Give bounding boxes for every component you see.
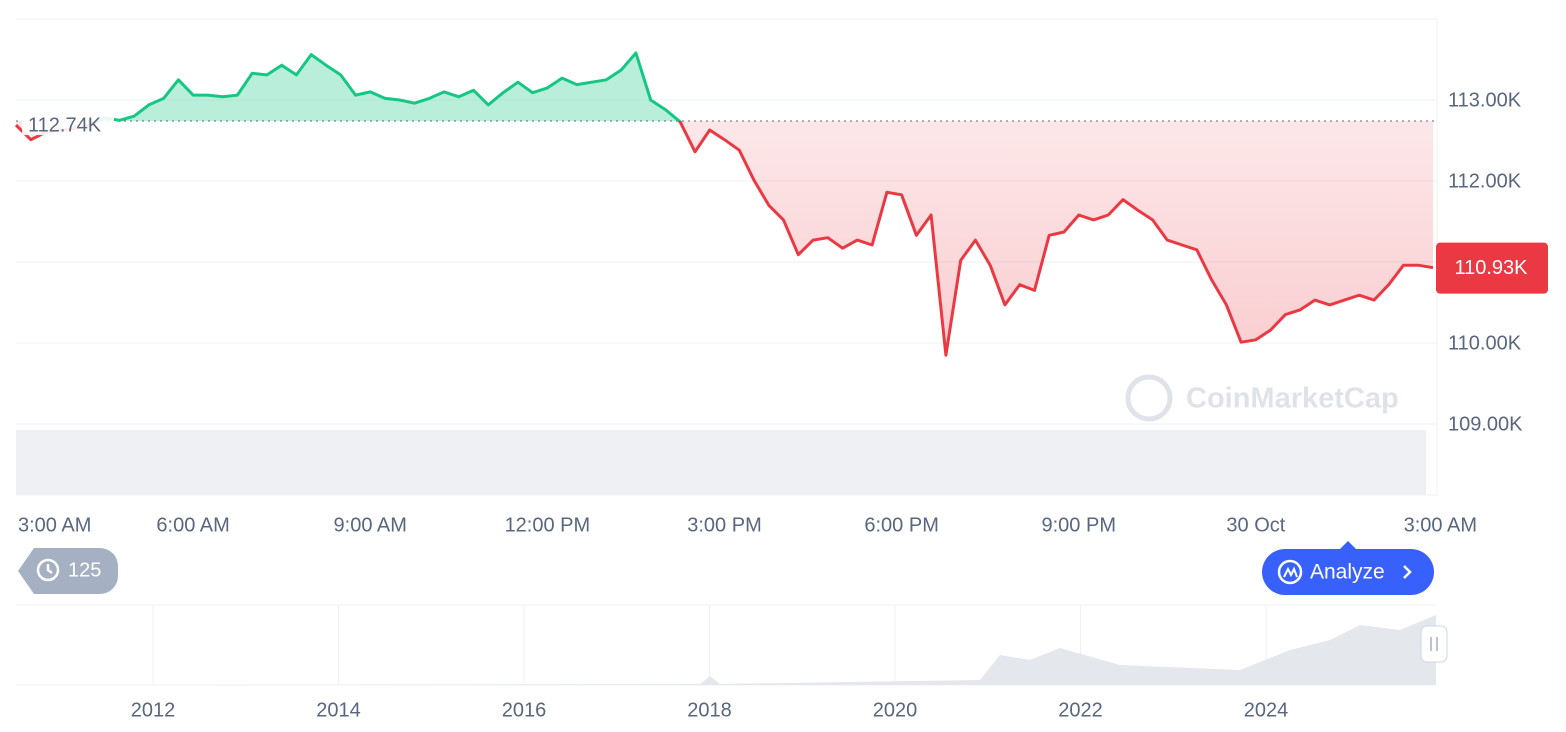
x-tick-label: 6:00 AM	[156, 514, 229, 536]
x-tick-label: 3:00 PM	[687, 514, 761, 536]
reference-label: 112.74K	[28, 114, 102, 136]
price-tag	[1436, 242, 1548, 294]
navigator-label: 2016	[502, 699, 547, 721]
plot: 112.74K	[14, 51, 1437, 425]
y-tick-label: 109.00K	[1448, 413, 1523, 435]
analyze-button[interactable]: Analyze	[1262, 541, 1434, 595]
x-tick-label: 3:00 AM	[1404, 514, 1477, 536]
x-tick-label: 12:00 PM	[505, 514, 591, 536]
area-down	[16, 121, 1433, 356]
navigator-label: 2022	[1058, 699, 1103, 721]
x-tick-label: 6:00 PM	[864, 514, 938, 536]
area-up	[97, 53, 680, 122]
y-tick-label: 112.00K	[1448, 170, 1522, 192]
history-badge[interactable]: 125	[18, 548, 118, 594]
navigator-label: 2024	[1244, 699, 1289, 721]
price-tag-label: 110.93K	[1454, 257, 1528, 279]
x-tick-label: 3:00 AM	[18, 514, 91, 536]
watermark-text: CoinMarketCap	[1186, 383, 1399, 415]
navigator-label: 2014	[316, 699, 361, 721]
x-tick-label: 9:00 AM	[334, 514, 407, 536]
price-line	[14, 51, 1434, 357]
volume	[16, 430, 1426, 495]
analyze-label: Analyze	[1310, 561, 1385, 584]
navigator-area	[16, 615, 1436, 685]
x-tick-label: 9:00 PM	[1042, 514, 1116, 536]
navigator: 2012 2014 2016 2018 2020 2022 2024	[16, 604, 1448, 721]
history-count: 125	[68, 559, 101, 581]
navigator-label: 2012	[131, 699, 176, 721]
y-tick-label: 110.00K	[1448, 332, 1522, 354]
reference-label-bg	[22, 107, 114, 136]
y-tick-label: 113.00K	[1448, 89, 1522, 111]
x-tick-label: 30 Oct	[1226, 514, 1285, 536]
navigator-handle[interactable]	[1420, 625, 1448, 663]
navigator-label: 2018	[687, 699, 732, 721]
volume-bars	[16, 430, 1426, 495]
watermark: CoinMarketCap	[1125, 374, 1399, 422]
navigator-label: 2020	[873, 699, 918, 721]
